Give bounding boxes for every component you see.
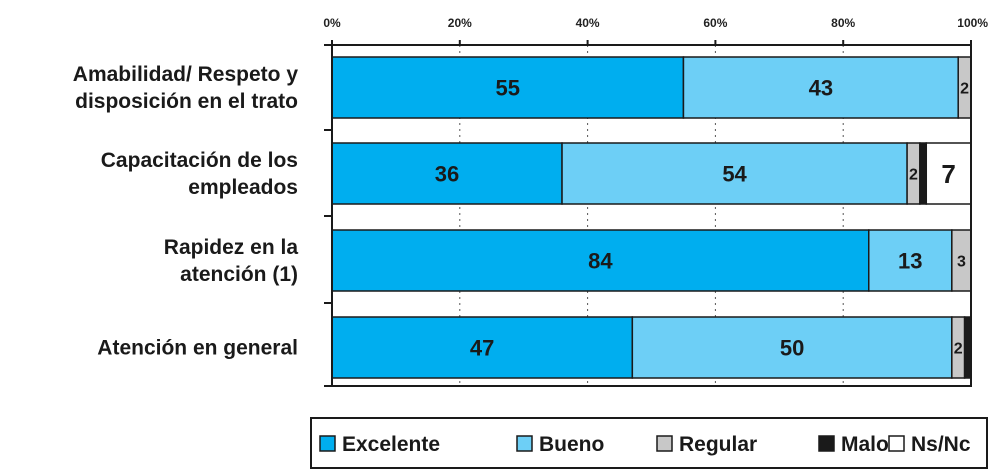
data-label: 43 [809,75,833,100]
bar-malo [919,142,928,205]
category-label: disposición en el trato [75,90,298,113]
bar-bueno [868,229,953,292]
legend: Excelente Bueno Regular Malo Ns/Nc [310,417,988,469]
data-label: 2 [909,166,918,183]
bar-bueno [561,142,908,205]
legend-box [310,417,988,469]
x-tick-label: 40% [576,16,600,30]
x-tick-label: 100% [957,16,988,30]
category-label: Amabilidad/ Respeto y [73,63,299,86]
labels-layer: 55 43 2 Amabilidad/ Respeto y disposición en… [73,63,969,360]
category-label: atención (1) [180,263,298,286]
axis-layer: 0% 20% 40% 60% 80% 100% [323,16,988,387]
category-label: empleados [188,176,298,199]
data-label: 47 [470,335,494,360]
legend-label: Excelente [342,433,440,456]
bar-excelente [331,56,685,119]
data-label: 36 [435,161,459,186]
bar-excelente [331,142,563,205]
data-label: 2 [960,80,969,97]
data-label: 50 [780,335,804,360]
data-label: 7 [941,159,955,189]
data-label: 55 [495,75,519,100]
data-label: 2 [954,340,963,357]
legend-label: Regular [679,433,757,456]
category-label: Rapidez en la [164,236,299,259]
legend-label: Malo [841,433,889,456]
legend-swatch [516,435,533,452]
bar-bueno [682,56,959,119]
data-label: 3 [957,253,966,270]
data-label: 13 [898,248,922,273]
legend-swatch [319,435,336,452]
legend-label: Ns/Nc [911,433,971,456]
bar-excelente [331,316,634,379]
data-label: 54 [722,161,747,186]
bar-bueno [631,316,953,379]
bar-ns-nc [925,142,972,205]
bars-layer [331,56,972,379]
x-tick-label: 20% [448,16,472,30]
legend-swatch [656,435,673,452]
category-label: Capacitación de los [101,149,298,172]
legend-label: Bueno [539,433,604,456]
category-label: Atención en general [97,337,298,360]
x-tick-label: 0% [323,16,341,30]
bar-excelente [331,229,870,292]
x-tick-label: 80% [831,16,855,30]
x-tick-label: 60% [703,16,727,30]
data-label: 84 [588,248,613,273]
legend-swatch [818,435,835,452]
legend-swatch [888,435,905,452]
